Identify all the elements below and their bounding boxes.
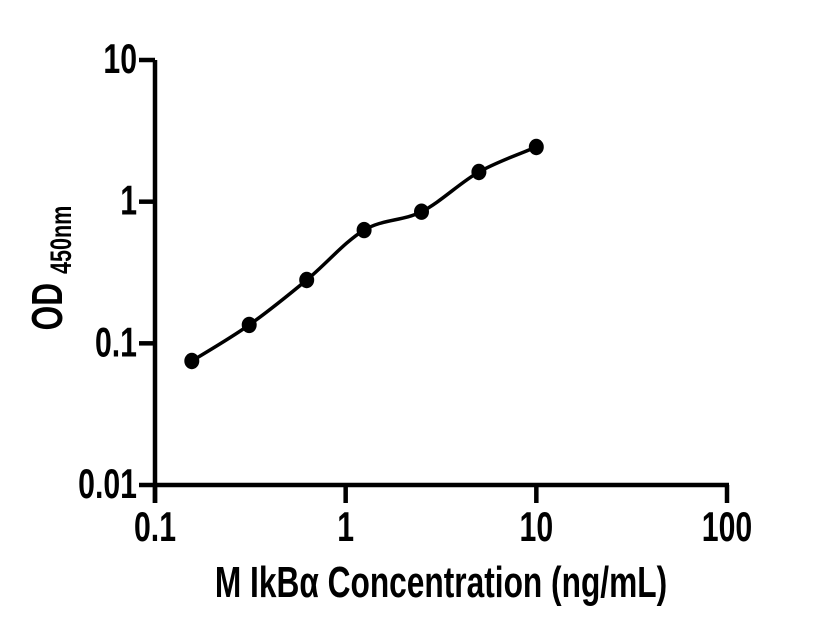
data-point [414, 203, 429, 220]
x-axis-title: M IkBα Concentration (ng/mL) [215, 558, 667, 607]
data-points [184, 138, 544, 370]
x-tick-label: 10 [520, 503, 554, 550]
data-point [184, 352, 200, 370]
data-point [471, 163, 487, 181]
x-tick-label: 1 [337, 503, 354, 550]
data-point [299, 271, 315, 289]
x-tick-label: 100 [702, 503, 752, 550]
y-tick-label: 10 [103, 35, 137, 82]
y-axis-title: OD 450nm [23, 206, 78, 331]
y-axis-title-subscript: 450nm [43, 206, 77, 274]
y-tick-label: 0.01 [78, 460, 137, 507]
y-tick-label: 1 [120, 177, 137, 224]
y-axis-title-main: OD [23, 283, 72, 331]
data-point [241, 316, 257, 334]
y-axis-ticks: 0.01 0.1 1 10 [78, 35, 155, 507]
data-point [528, 138, 544, 156]
x-axis-ticks: 0.1 1 10 100 [134, 485, 752, 550]
data-point [356, 221, 372, 239]
x-tick-label: 0.1 [134, 503, 176, 550]
y-tick-label: 0.1 [95, 318, 137, 365]
